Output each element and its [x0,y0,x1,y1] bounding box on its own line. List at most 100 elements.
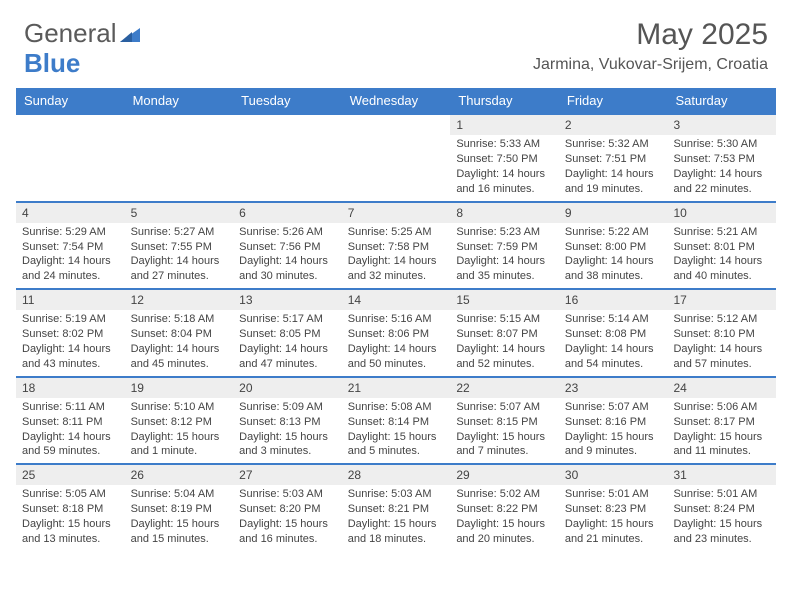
day-number: 3 [667,115,776,135]
day-number: 20 [233,378,342,398]
sunrise-text: Sunrise: 5:07 AM [565,400,662,415]
calendar: Sunday Monday Tuesday Wednesday Thursday… [16,88,776,551]
day-number: 24 [667,378,776,398]
day-info: Sunrise: 5:16 AMSunset: 8:06 PMDaylight:… [342,310,451,375]
day-info: Sunrise: 5:17 AMSunset: 8:05 PMDaylight:… [233,310,342,375]
daylight-text: Daylight: 15 hours and 15 minutes. [131,517,228,547]
day-number: 5 [125,203,234,223]
sunrise-text: Sunrise: 5:19 AM [22,312,119,327]
sunset-text: Sunset: 8:10 PM [673,327,770,342]
day-cell: 18Sunrise: 5:11 AMSunset: 8:11 PMDayligh… [16,378,125,464]
daylight-text: Daylight: 14 hours and 50 minutes. [348,342,445,372]
sunrise-text: Sunrise: 5:14 AM [565,312,662,327]
day-cell: 30Sunrise: 5:01 AMSunset: 8:23 PMDayligh… [559,465,668,551]
day-number: 13 [233,290,342,310]
day-info: Sunrise: 5:21 AMSunset: 8:01 PMDaylight:… [667,223,776,288]
logo: General [24,18,140,49]
sunset-text: Sunset: 8:20 PM [239,502,336,517]
daylight-text: Daylight: 14 hours and 24 minutes. [22,254,119,284]
day-info: Sunrise: 5:05 AMSunset: 8:18 PMDaylight:… [16,485,125,550]
sunset-text: Sunset: 7:55 PM [131,240,228,255]
day-number: 27 [233,465,342,485]
day-number: 22 [450,378,559,398]
daylight-text: Daylight: 14 hours and 32 minutes. [348,254,445,284]
day-info: Sunrise: 5:23 AMSunset: 7:59 PMDaylight:… [450,223,559,288]
daylight-text: Daylight: 15 hours and 7 minutes. [456,430,553,460]
day-header: Wednesday [342,88,451,113]
day-info: Sunrise: 5:14 AMSunset: 8:08 PMDaylight:… [559,310,668,375]
day-number: 2 [559,115,668,135]
daylight-text: Daylight: 15 hours and 16 minutes. [239,517,336,547]
day-cell [342,115,451,201]
daylight-text: Daylight: 14 hours and 16 minutes. [456,167,553,197]
daylight-text: Daylight: 14 hours and 38 minutes. [565,254,662,284]
day-number: 16 [559,290,668,310]
day-info: Sunrise: 5:01 AMSunset: 8:23 PMDaylight:… [559,485,668,550]
sunset-text: Sunset: 8:24 PM [673,502,770,517]
day-info: Sunrise: 5:03 AMSunset: 8:21 PMDaylight:… [342,485,451,550]
sunset-text: Sunset: 8:13 PM [239,415,336,430]
day-info: Sunrise: 5:07 AMSunset: 8:16 PMDaylight:… [559,398,668,463]
sunrise-text: Sunrise: 5:21 AM [673,225,770,240]
daylight-text: Daylight: 14 hours and 45 minutes. [131,342,228,372]
daylight-text: Daylight: 14 hours and 57 minutes. [673,342,770,372]
day-number: 26 [125,465,234,485]
day-number: 12 [125,290,234,310]
day-cell: 12Sunrise: 5:18 AMSunset: 8:04 PMDayligh… [125,290,234,376]
sunset-text: Sunset: 8:06 PM [348,327,445,342]
sunset-text: Sunset: 8:07 PM [456,327,553,342]
daylight-text: Daylight: 14 hours and 19 minutes. [565,167,662,197]
sunrise-text: Sunrise: 5:06 AM [673,400,770,415]
sunset-text: Sunset: 8:19 PM [131,502,228,517]
sunrise-text: Sunrise: 5:17 AM [239,312,336,327]
day-number: 8 [450,203,559,223]
header: General May 2025 Jarmina, Vukovar-Srijem… [0,0,792,80]
day-cell: 27Sunrise: 5:03 AMSunset: 8:20 PMDayligh… [233,465,342,551]
week-row: 1Sunrise: 5:33 AMSunset: 7:50 PMDaylight… [16,113,776,201]
day-cell: 29Sunrise: 5:02 AMSunset: 8:22 PMDayligh… [450,465,559,551]
sunrise-text: Sunrise: 5:26 AM [239,225,336,240]
daylight-text: Daylight: 14 hours and 35 minutes. [456,254,553,284]
week-row: 4Sunrise: 5:29 AMSunset: 7:54 PMDaylight… [16,201,776,289]
day-info: Sunrise: 5:25 AMSunset: 7:58 PMDaylight:… [342,223,451,288]
day-info: Sunrise: 5:32 AMSunset: 7:51 PMDaylight:… [559,135,668,200]
sunset-text: Sunset: 8:01 PM [673,240,770,255]
day-number [16,115,125,119]
daylight-text: Daylight: 15 hours and 21 minutes. [565,517,662,547]
day-cell: 3Sunrise: 5:30 AMSunset: 7:53 PMDaylight… [667,115,776,201]
day-header: Tuesday [233,88,342,113]
daylight-text: Daylight: 14 hours and 27 minutes. [131,254,228,284]
day-header: Monday [125,88,234,113]
sunset-text: Sunset: 8:18 PM [22,502,119,517]
sunrise-text: Sunrise: 5:05 AM [22,487,119,502]
daylight-text: Daylight: 14 hours and 59 minutes. [22,430,119,460]
day-info: Sunrise: 5:30 AMSunset: 7:53 PMDaylight:… [667,135,776,200]
day-cell: 21Sunrise: 5:08 AMSunset: 8:14 PMDayligh… [342,378,451,464]
day-info: Sunrise: 5:10 AMSunset: 8:12 PMDaylight:… [125,398,234,463]
daylight-text: Daylight: 14 hours and 22 minutes. [673,167,770,197]
sunset-text: Sunset: 8:08 PM [565,327,662,342]
day-info: Sunrise: 5:33 AMSunset: 7:50 PMDaylight:… [450,135,559,200]
daylight-text: Daylight: 15 hours and 9 minutes. [565,430,662,460]
day-info: Sunrise: 5:22 AMSunset: 8:00 PMDaylight:… [559,223,668,288]
day-cell: 25Sunrise: 5:05 AMSunset: 8:18 PMDayligh… [16,465,125,551]
location: Jarmina, Vukovar-Srijem, Croatia [533,56,768,74]
sunrise-text: Sunrise: 5:03 AM [348,487,445,502]
daylight-text: Daylight: 15 hours and 5 minutes. [348,430,445,460]
day-info: Sunrise: 5:04 AMSunset: 8:19 PMDaylight:… [125,485,234,550]
sunrise-text: Sunrise: 5:01 AM [565,487,662,502]
sunrise-text: Sunrise: 5:01 AM [673,487,770,502]
sunset-text: Sunset: 7:50 PM [456,152,553,167]
sunrise-text: Sunrise: 5:10 AM [131,400,228,415]
day-cell: 11Sunrise: 5:19 AMSunset: 8:02 PMDayligh… [16,290,125,376]
day-number: 11 [16,290,125,310]
day-number: 23 [559,378,668,398]
week-row: 11Sunrise: 5:19 AMSunset: 8:02 PMDayligh… [16,288,776,376]
day-header-row: Sunday Monday Tuesday Wednesday Thursday… [16,88,776,113]
sunset-text: Sunset: 8:14 PM [348,415,445,430]
day-info: Sunrise: 5:01 AMSunset: 8:24 PMDaylight:… [667,485,776,550]
sunset-text: Sunset: 8:05 PM [239,327,336,342]
day-number: 17 [667,290,776,310]
sunset-text: Sunset: 8:21 PM [348,502,445,517]
day-info: Sunrise: 5:02 AMSunset: 8:22 PMDaylight:… [450,485,559,550]
